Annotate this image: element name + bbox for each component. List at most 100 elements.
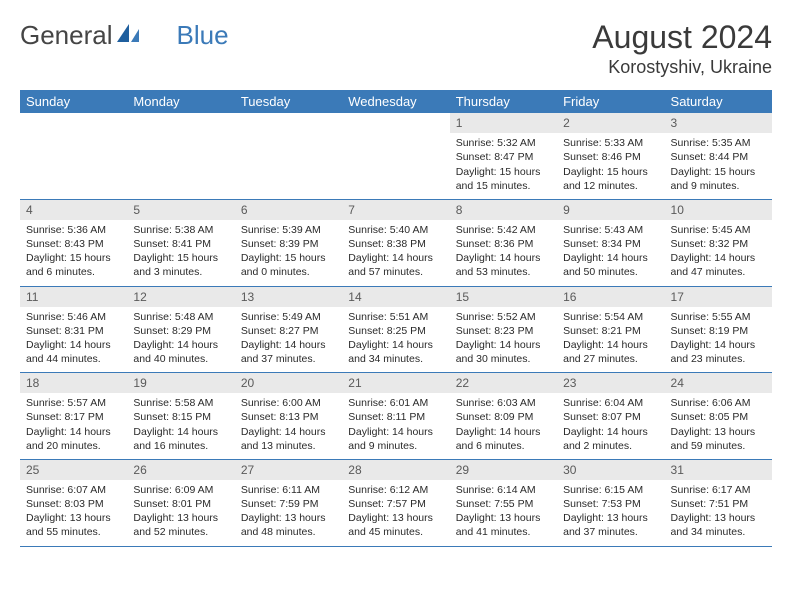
calendar-cell: 2Sunrise: 5:33 AMSunset: 8:46 PMDaylight… xyxy=(557,113,664,199)
day-number: 25 xyxy=(20,460,127,480)
day-details: Sunrise: 5:38 AMSunset: 8:41 PMDaylight:… xyxy=(127,220,234,286)
sunrise-text: Sunrise: 6:11 AM xyxy=(241,483,336,497)
day-number: 14 xyxy=(342,287,449,307)
title-block: August 2024 Korostyshiv, Ukraine xyxy=(592,20,772,78)
calendar-cell: 19Sunrise: 5:58 AMSunset: 8:15 PMDayligh… xyxy=(127,373,234,460)
daylight-text: Daylight: 15 hours and 9 minutes. xyxy=(671,165,766,193)
day-number: 15 xyxy=(450,287,557,307)
day-number: 7 xyxy=(342,200,449,220)
sunset-text: Sunset: 8:39 PM xyxy=(241,237,336,251)
calendar-week-row: 25Sunrise: 6:07 AMSunset: 8:03 PMDayligh… xyxy=(20,459,772,546)
calendar-cell: 21Sunrise: 6:01 AMSunset: 8:11 PMDayligh… xyxy=(342,373,449,460)
day-details: Sunrise: 5:39 AMSunset: 8:39 PMDaylight:… xyxy=(235,220,342,286)
calendar-week-row: 18Sunrise: 5:57 AMSunset: 8:17 PMDayligh… xyxy=(20,373,772,460)
sunrise-text: Sunrise: 5:40 AM xyxy=(348,223,443,237)
sunrise-text: Sunrise: 6:17 AM xyxy=(671,483,766,497)
daylight-text: Daylight: 14 hours and 30 minutes. xyxy=(456,338,551,366)
sunrise-text: Sunrise: 6:06 AM xyxy=(671,396,766,410)
sunrise-text: Sunrise: 5:48 AM xyxy=(133,310,228,324)
sunset-text: Sunset: 8:09 PM xyxy=(456,410,551,424)
calendar-cell: 29Sunrise: 6:14 AMSunset: 7:55 PMDayligh… xyxy=(450,459,557,546)
calendar-week-row: 4Sunrise: 5:36 AMSunset: 8:43 PMDaylight… xyxy=(20,199,772,286)
day-details: Sunrise: 5:48 AMSunset: 8:29 PMDaylight:… xyxy=(127,307,234,373)
calendar-cell: 10Sunrise: 5:45 AMSunset: 8:32 PMDayligh… xyxy=(665,199,772,286)
calendar-cell: 12Sunrise: 5:48 AMSunset: 8:29 PMDayligh… xyxy=(127,286,234,373)
daylight-text: Daylight: 14 hours and 16 minutes. xyxy=(133,425,228,453)
daylight-text: Daylight: 15 hours and 15 minutes. xyxy=(456,165,551,193)
day-details: Sunrise: 5:54 AMSunset: 8:21 PMDaylight:… xyxy=(557,307,664,373)
calendar-cell: 11Sunrise: 5:46 AMSunset: 8:31 PMDayligh… xyxy=(20,286,127,373)
daylight-text: Daylight: 14 hours and 9 minutes. xyxy=(348,425,443,453)
daylight-text: Daylight: 14 hours and 53 minutes. xyxy=(456,251,551,279)
sunset-text: Sunset: 7:57 PM xyxy=(348,497,443,511)
calendar-cell: 6Sunrise: 5:39 AMSunset: 8:39 PMDaylight… xyxy=(235,199,342,286)
day-details: Sunrise: 6:06 AMSunset: 8:05 PMDaylight:… xyxy=(665,393,772,459)
sunrise-text: Sunrise: 6:12 AM xyxy=(348,483,443,497)
day-details: Sunrise: 6:01 AMSunset: 8:11 PMDaylight:… xyxy=(342,393,449,459)
sunrise-text: Sunrise: 6:15 AM xyxy=(563,483,658,497)
calendar-week-row: 11Sunrise: 5:46 AMSunset: 8:31 PMDayligh… xyxy=(20,286,772,373)
sunset-text: Sunset: 8:01 PM xyxy=(133,497,228,511)
daylight-text: Daylight: 15 hours and 6 minutes. xyxy=(26,251,121,279)
day-number: 10 xyxy=(665,200,772,220)
day-details: Sunrise: 6:11 AMSunset: 7:59 PMDaylight:… xyxy=(235,480,342,546)
sunrise-text: Sunrise: 6:00 AM xyxy=(241,396,336,410)
day-number: 30 xyxy=(557,460,664,480)
sunrise-text: Sunrise: 5:33 AM xyxy=(563,136,658,150)
sunset-text: Sunset: 8:31 PM xyxy=(26,324,121,338)
day-number: 19 xyxy=(127,373,234,393)
sunset-text: Sunset: 8:25 PM xyxy=(348,324,443,338)
sunset-text: Sunset: 8:21 PM xyxy=(563,324,658,338)
sunrise-text: Sunrise: 5:54 AM xyxy=(563,310,658,324)
sunrise-text: Sunrise: 5:38 AM xyxy=(133,223,228,237)
daylight-text: Daylight: 13 hours and 55 minutes. xyxy=(26,511,121,539)
calendar-header-row: SundayMondayTuesdayWednesdayThursdayFrid… xyxy=(20,90,772,113)
calendar-week-row: 1Sunrise: 5:32 AMSunset: 8:47 PMDaylight… xyxy=(20,113,772,199)
empty-day xyxy=(20,113,127,133)
day-details: Sunrise: 5:49 AMSunset: 8:27 PMDaylight:… xyxy=(235,307,342,373)
sunrise-text: Sunrise: 5:49 AM xyxy=(241,310,336,324)
day-number: 17 xyxy=(665,287,772,307)
sunset-text: Sunset: 8:05 PM xyxy=(671,410,766,424)
daylight-text: Daylight: 14 hours and 2 minutes. xyxy=(563,425,658,453)
day-header: Tuesday xyxy=(235,90,342,113)
day-details: Sunrise: 5:58 AMSunset: 8:15 PMDaylight:… xyxy=(127,393,234,459)
sunrise-text: Sunrise: 5:35 AM xyxy=(671,136,766,150)
day-details: Sunrise: 5:57 AMSunset: 8:17 PMDaylight:… xyxy=(20,393,127,459)
sunset-text: Sunset: 8:27 PM xyxy=(241,324,336,338)
calendar-cell: 26Sunrise: 6:09 AMSunset: 8:01 PMDayligh… xyxy=(127,459,234,546)
daylight-text: Daylight: 14 hours and 44 minutes. xyxy=(26,338,121,366)
sunset-text: Sunset: 8:19 PM xyxy=(671,324,766,338)
calendar-cell: 5Sunrise: 5:38 AMSunset: 8:41 PMDaylight… xyxy=(127,199,234,286)
sunset-text: Sunset: 8:29 PM xyxy=(133,324,228,338)
sunset-text: Sunset: 8:11 PM xyxy=(348,410,443,424)
daylight-text: Daylight: 13 hours and 59 minutes. xyxy=(671,425,766,453)
sunrise-text: Sunrise: 6:04 AM xyxy=(563,396,658,410)
day-details: Sunrise: 5:46 AMSunset: 8:31 PMDaylight:… xyxy=(20,307,127,373)
day-number: 2 xyxy=(557,113,664,133)
daylight-text: Daylight: 14 hours and 13 minutes. xyxy=(241,425,336,453)
day-number: 22 xyxy=(450,373,557,393)
daylight-text: Daylight: 15 hours and 3 minutes. xyxy=(133,251,228,279)
daylight-text: Daylight: 14 hours and 34 minutes. xyxy=(348,338,443,366)
sunset-text: Sunset: 8:34 PM xyxy=(563,237,658,251)
day-details: Sunrise: 5:52 AMSunset: 8:23 PMDaylight:… xyxy=(450,307,557,373)
day-header: Wednesday xyxy=(342,90,449,113)
day-details: Sunrise: 6:09 AMSunset: 8:01 PMDaylight:… xyxy=(127,480,234,546)
day-number: 23 xyxy=(557,373,664,393)
sunrise-text: Sunrise: 5:46 AM xyxy=(26,310,121,324)
daylight-text: Daylight: 13 hours and 41 minutes. xyxy=(456,511,551,539)
calendar-table: SundayMondayTuesdayWednesdayThursdayFrid… xyxy=(20,90,772,546)
day-details: Sunrise: 6:15 AMSunset: 7:53 PMDaylight:… xyxy=(557,480,664,546)
sunset-text: Sunset: 8:46 PM xyxy=(563,150,658,164)
calendar-cell: 4Sunrise: 5:36 AMSunset: 8:43 PMDaylight… xyxy=(20,199,127,286)
daylight-text: Daylight: 14 hours and 57 minutes. xyxy=(348,251,443,279)
day-number: 4 xyxy=(20,200,127,220)
calendar-cell xyxy=(342,113,449,199)
day-number: 26 xyxy=(127,460,234,480)
day-header: Thursday xyxy=(450,90,557,113)
calendar-cell xyxy=(20,113,127,199)
sunrise-text: Sunrise: 5:43 AM xyxy=(563,223,658,237)
sunset-text: Sunset: 7:51 PM xyxy=(671,497,766,511)
logo-text-general: General xyxy=(20,20,113,51)
